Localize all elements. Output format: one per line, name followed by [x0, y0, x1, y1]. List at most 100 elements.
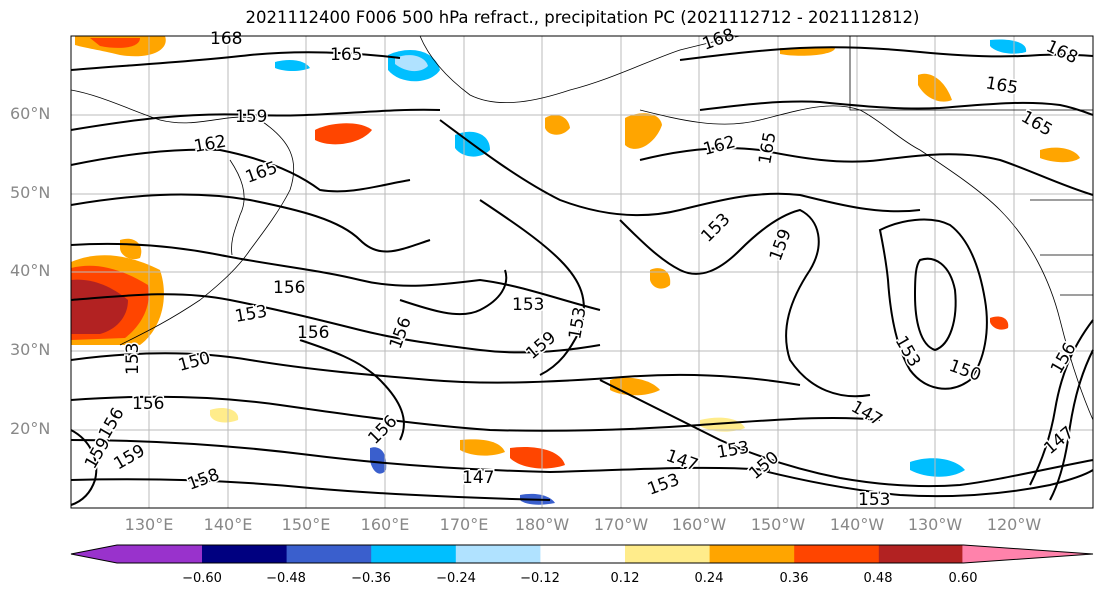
colorbar-segment — [202, 545, 288, 563]
lon-label: 150°E — [281, 515, 331, 534]
japan-coastline — [229, 159, 245, 256]
shade-orange — [545, 115, 570, 135]
contour-label: 168 — [210, 29, 242, 49]
contour-line — [70, 108, 441, 131]
contour-line — [70, 395, 881, 432]
contour-line — [70, 478, 551, 501]
lon-label: 120°W — [986, 515, 1042, 534]
contour-line — [70, 429, 98, 506]
map-frame — [70, 35, 1094, 509]
shade-orange — [780, 48, 835, 56]
contour-line — [699, 100, 1094, 116]
lon-label: 160°E — [360, 515, 410, 534]
asia-coastline — [70, 89, 294, 346]
shade-yellow — [700, 417, 745, 432]
colorbar-segment — [625, 545, 711, 563]
map-title: 2021112400 F006 500 hPa refract., precip… — [245, 8, 920, 27]
lon-label: 160°W — [671, 515, 727, 534]
contour-line — [399, 269, 508, 316]
contour-line — [679, 46, 1094, 61]
lon-label: 130°W — [907, 515, 963, 534]
contour-label: 156 — [273, 278, 305, 298]
colorbar-tick-label: 0.24 — [694, 571, 724, 586]
shade-orange — [650, 268, 671, 289]
colorbar-tick-label: −0.12 — [520, 571, 560, 586]
lat-label: 40°N — [10, 261, 51, 280]
colorbar-tick-label: 0.12 — [610, 571, 640, 586]
shade-orange — [1040, 147, 1080, 163]
colorbar-outline — [70, 544, 1094, 564]
colorbar-segment — [286, 545, 372, 563]
lon-label: 140°W — [829, 515, 885, 534]
contour-line — [70, 242, 601, 311]
contour-line — [299, 339, 405, 441]
shade-blue — [990, 39, 1027, 54]
contour-line — [599, 379, 1094, 488]
lat-label: 50°N — [10, 183, 51, 202]
lon-label: 180°W — [514, 515, 570, 534]
shade-yellow — [210, 408, 239, 423]
contour-line — [70, 193, 431, 253]
lon-label: 170°W — [593, 515, 649, 534]
colorbar — [70, 544, 1094, 564]
border-line — [849, 36, 1093, 111]
shade-red — [315, 123, 372, 145]
shade-orange — [625, 113, 662, 149]
lon-label: 170°E — [439, 515, 489, 534]
border-line — [1030, 199, 1093, 296]
shade-orange — [460, 439, 505, 456]
lat-label: 30°N — [10, 340, 51, 359]
colorbar-extension-max — [962, 545, 1093, 563]
contour-line — [619, 208, 871, 398]
colorbar-extension-min — [71, 545, 118, 563]
contour-line — [1049, 349, 1094, 501]
contour-label: 153 — [512, 295, 544, 315]
alaska-coastline — [419, 35, 741, 104]
contour-line — [1029, 319, 1094, 486]
shade-red — [990, 316, 1009, 330]
refractivity-contours — [70, 46, 1094, 506]
colorbar-segment — [878, 545, 964, 563]
shade-darkred — [71, 279, 128, 334]
contour-line — [913, 257, 957, 352]
contour-line — [70, 293, 601, 354]
contour-line — [759, 469, 1094, 498]
contour-line — [479, 199, 585, 376]
lon-label: 140°E — [203, 515, 253, 534]
precipitation-shading — [71, 36, 1080, 505]
contour-label: 162 — [192, 132, 227, 157]
contour-line — [70, 352, 801, 386]
contour-line — [70, 148, 411, 193]
colorbar-tick-label: −0.48 — [266, 571, 306, 586]
contour-label: 165 — [330, 45, 362, 65]
colorbar-segment — [371, 545, 457, 563]
shade-blue — [275, 60, 310, 71]
colorbar-tick-label: 0.48 — [863, 571, 893, 586]
colorbar-segment — [455, 545, 541, 563]
shade-medblue — [370, 447, 387, 474]
contour-label: 156 — [297, 323, 329, 343]
contour-label: 147 — [462, 468, 494, 488]
colorbar-segment — [794, 545, 880, 563]
lat-label: 20°N — [10, 419, 51, 438]
shade-blue — [910, 458, 965, 477]
contour-line — [70, 439, 771, 474]
colorbar-segment — [540, 545, 626, 563]
colorbar-tick-label: 0.36 — [779, 571, 809, 586]
lat-label: 60°N — [10, 104, 51, 123]
north-america-coastline — [639, 105, 1094, 421]
contour-line — [639, 147, 1094, 196]
contour-line — [878, 218, 988, 390]
colorbar-tick-label: −0.60 — [182, 571, 222, 586]
shade-lightblue — [395, 55, 428, 72]
colorbar-tick-label: 0.60 — [948, 571, 978, 586]
contour-line — [439, 119, 921, 217]
contour-line — [70, 51, 401, 71]
contour-label: 156 — [132, 394, 164, 414]
colorbar-segment — [709, 545, 795, 563]
shade-red — [90, 38, 140, 48]
contour-label: 153 — [858, 490, 890, 510]
lon-label: 150°W — [750, 515, 806, 534]
contour-label: 153 — [123, 343, 143, 375]
